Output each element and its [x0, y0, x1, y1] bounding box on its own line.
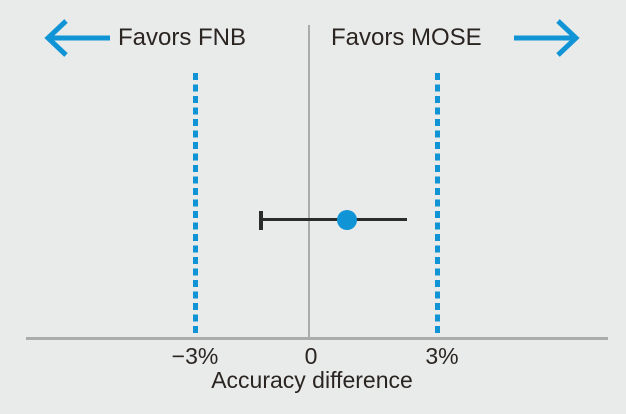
right-arrow-icon	[514, 19, 580, 57]
confidence-interval-line	[261, 218, 407, 221]
x-axis-title: Accuracy difference	[211, 367, 413, 393]
favors-fnb-label: Favors FNB	[118, 24, 247, 51]
x-axis-line	[26, 337, 608, 340]
x-tick-label-pos3: 3%	[425, 343, 459, 369]
x-tick-label-neg3: −3%	[171, 343, 219, 369]
favors-mose-label: Favors MOSE	[331, 24, 482, 51]
point-estimate-marker	[337, 210, 357, 230]
x-tick-label-zero: 0	[304, 343, 318, 369]
left-arrow-icon	[44, 19, 110, 57]
equivalence-margin-line-right	[435, 73, 440, 339]
zero-reference-line	[308, 25, 310, 340]
confidence-interval-left-cap	[259, 211, 263, 230]
equivalence-margin-line-left	[193, 73, 198, 339]
